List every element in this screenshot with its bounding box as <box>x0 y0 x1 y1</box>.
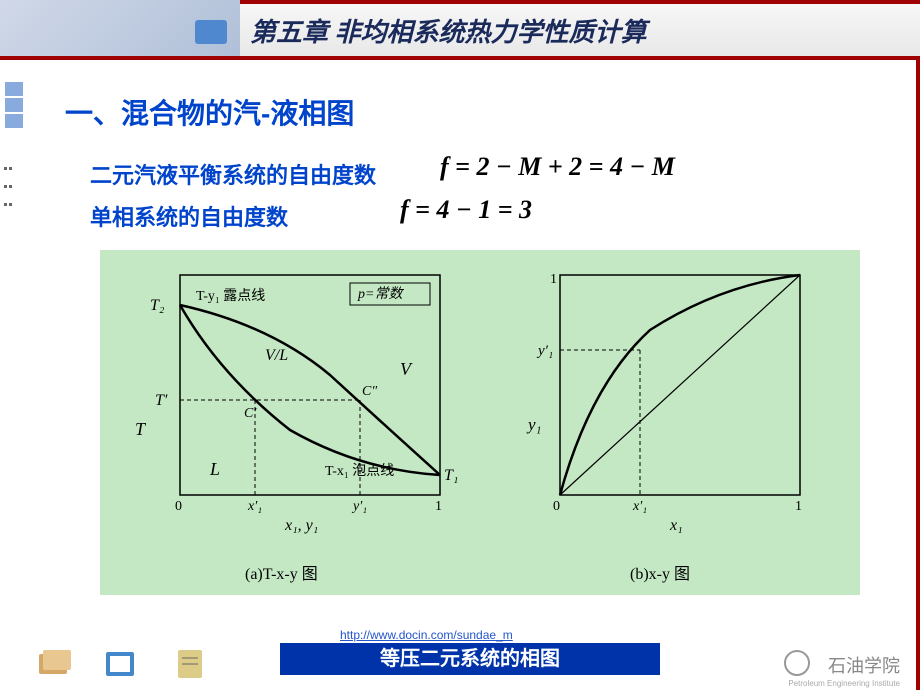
banner-border-bottom <box>0 56 920 60</box>
label-l: L <box>209 459 220 479</box>
brand-name: 石油学院 <box>828 652 900 678</box>
p-const-label: p=常数 <box>357 286 404 302</box>
bubble-curve <box>180 305 440 475</box>
bottom-bar: http://www.docin.com/sundae_m 等压二元系统的相图 … <box>0 635 920 690</box>
label-cprime: C′ <box>244 406 257 421</box>
 <box>35 646 75 682</box>
caption-b: (b)x-y 图 <box>630 560 690 584</box>
label-one-b: 1 <box>795 499 802 514</box>
label-x1p-b: x′₁ <box>632 499 647 514</box>
diagonal-line <box>560 275 800 495</box>
right-border <box>916 60 920 690</box>
diagram-area: p=常数 T₂ T₁ T′ T V/L V L C′ C″ T-y₁ 露点线 T… <box>100 250 860 595</box>
bottom-caption: 等压二元系统的相图 <box>280 643 660 675</box>
label-t: T <box>135 419 147 439</box>
formula-2: f = 4 − 1 = 3 <box>400 195 532 225</box>
text-line-2: 单相系统的自由度数 <box>90 200 288 232</box>
notebook-icon <box>100 646 140 682</box>
text-line-1: 二元汽液平衡系统的自由度数 <box>90 158 376 190</box>
brand-subtitle: Petroleum Engineering Institute <box>788 679 900 688</box>
label-bubble: T-x₁ 泡点线 <box>325 463 394 479</box>
label-x1p-a: x′₁ <box>247 499 262 514</box>
label-y1p-b: y′₁ <box>536 343 553 359</box>
label-tprime: T′ <box>155 392 168 409</box>
chart-txy: p=常数 T₂ T₁ T′ T V/L V L C′ C″ T-y₁ 露点线 T… <box>130 265 460 535</box>
label-vl: V/L <box>265 347 288 364</box>
label-t2: T₂ <box>150 297 165 314</box>
label-one-a: 1 <box>435 499 442 514</box>
label-y1p-a: y′₁ <box>351 499 367 514</box>
label-x1: x₁ <box>669 517 683 534</box>
label-cdprime: C″ <box>362 384 377 399</box>
document-icon <box>170 646 210 682</box>
label-zero-a: 0 <box>175 499 182 514</box>
dewpoint-curve <box>180 305 440 475</box>
chart-icon <box>195 20 227 44</box>
label-zero-b: 0 <box>553 499 560 514</box>
label-t1: T₁ <box>444 467 458 484</box>
top-banner: 第五章 非均相系统热力学性质计算 <box>0 0 920 60</box>
label-one-top: 1 <box>550 272 557 287</box>
watermark-link[interactable]: http://www.docin.com/sundae_m <box>340 628 513 642</box>
caption-a: (a)T-x-y 图 <box>245 560 318 584</box>
label-v: V <box>400 359 413 379</box>
chart-xy: y′₁ y₁ 0 x′₁ 1 1 x₁ (b)x-y 图 <box>520 265 820 535</box>
formula-1: f = 2 − M + 2 = 4 − M <box>440 152 675 182</box>
brand-icon <box>784 650 810 676</box>
label-y1: y₁ <box>526 415 541 434</box>
chapter-title: 第五章 非均相系统热力学性质计算 <box>250 12 647 49</box>
sidebar-dots <box>3 160 15 220</box>
label-xaxis-a: x₁, y₁ <box>284 517 318 534</box>
section-title: 一、混合物的汽-液相图 <box>65 92 354 132</box>
label-dew: T-y₁ 露点线 <box>196 288 265 304</box>
